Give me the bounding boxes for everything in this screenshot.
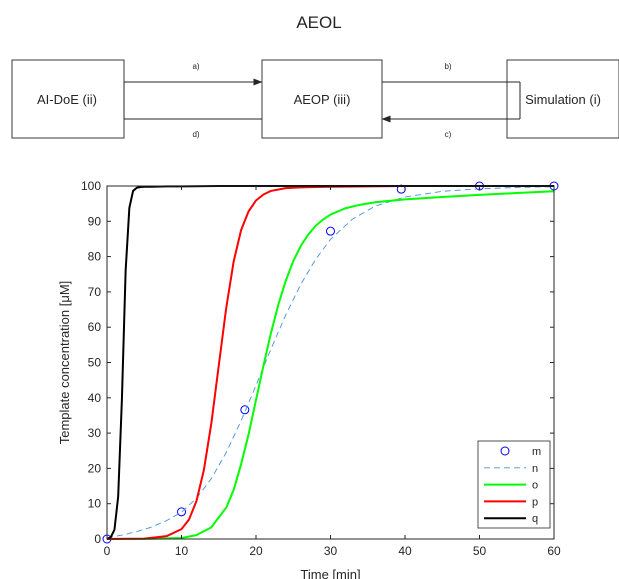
- arrow-b-label: b): [444, 62, 451, 71]
- y-tick-label: 90: [88, 214, 102, 228]
- series-m-point: [177, 507, 186, 517]
- arrow-c-label: c): [445, 130, 452, 139]
- y-tick-label: 70: [88, 285, 102, 299]
- y-tick-label: 10: [88, 497, 102, 511]
- y-tick-label: 30: [88, 426, 102, 440]
- block-aeop: [261, 59, 383, 139]
- legend-label: p: [532, 496, 538, 508]
- legend-label: o: [532, 480, 538, 492]
- axes-layer: 0 10 20 30 40 50 60 0 10 20 30 40 50 60 70 80 90 100: [81, 179, 561, 558]
- x-tick-label: 60: [547, 544, 561, 558]
- legend-label: m: [532, 446, 541, 458]
- x-tick-label: 50: [473, 544, 487, 558]
- y-axis-label: Template concentration [μM]: [57, 281, 72, 445]
- x-tick-label: 10: [175, 544, 189, 558]
- legend-label: q: [532, 513, 538, 525]
- y-tick-label: 20: [88, 461, 102, 475]
- block-simulation: [506, 59, 619, 139]
- diagram-title: AEOL: [296, 13, 341, 32]
- legend-label: n: [532, 463, 538, 475]
- legend-marker: [500, 446, 510, 456]
- arrow-a-label: a): [192, 62, 199, 71]
- y-tick-label: 100: [81, 179, 101, 193]
- y-tick-label: 0: [94, 532, 101, 546]
- x-tick-label: 20: [249, 544, 263, 558]
- x-tick-label: 40: [398, 544, 412, 558]
- arrow-d-label: d): [192, 130, 199, 139]
- series-o-line: [107, 190, 555, 540]
- block-simulation-label: Simulation (i): [525, 92, 601, 107]
- y-tick-label: 80: [88, 250, 102, 264]
- y-tick-label: 60: [88, 320, 102, 334]
- series-n-line: [106, 186, 555, 539]
- y-tick-label: 50: [88, 356, 102, 370]
- block-ai-doe-label: AI-DoE (ii): [37, 92, 97, 107]
- series-layer: [102, 181, 559, 544]
- concentration-chart: 0 10 20 30 40 50 60 0 10 20 30 40 50 60 70 80 90 100 Time…: [57, 179, 561, 579]
- block-aeop-label: AEOP (iii): [294, 92, 351, 107]
- y-tick-label: 40: [88, 391, 102, 405]
- x-tick-label: 30: [324, 544, 338, 558]
- series-m-point: [326, 226, 335, 236]
- x-tick-label: 0: [104, 544, 111, 558]
- series-m-point: [240, 405, 250, 415]
- block-ai-doe: [11, 59, 125, 139]
- workflow-diagram: AEOL AI-DoE (ii) AEOP (iii) Simulation (…: [11, 13, 619, 139]
- x-axis-label: Time [min]: [300, 567, 360, 579]
